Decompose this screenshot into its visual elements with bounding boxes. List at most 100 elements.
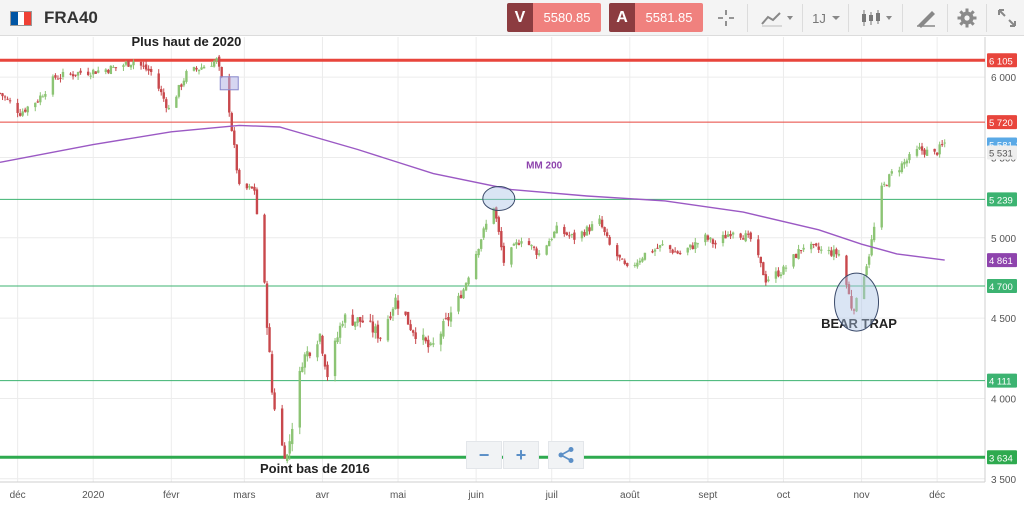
candle-body [36, 101, 39, 103]
price-tag-label: 3 634 [989, 453, 1013, 464]
candle-body [182, 80, 186, 86]
fullscreen-button[interactable] [992, 3, 1022, 33]
candle-body [739, 233, 742, 238]
marker-box [219, 76, 239, 91]
candle-body [23, 109, 27, 112]
candle-body [749, 232, 752, 240]
candle-body [422, 334, 425, 341]
candle-body [449, 312, 453, 322]
timeframe-button[interactable]: 1J [810, 3, 844, 33]
candle-body [439, 333, 443, 345]
candle-body [51, 76, 55, 95]
candle-body [515, 242, 518, 245]
candle-body [935, 152, 939, 155]
candle-body [326, 364, 329, 378]
candle-body [411, 330, 415, 333]
candle-body [192, 67, 196, 71]
candle-body [694, 242, 697, 250]
candle-body [774, 271, 778, 279]
candle-body [502, 245, 506, 263]
candle-body [517, 243, 521, 245]
candle-body [459, 294, 463, 299]
candle-body [923, 149, 926, 155]
candle-body [497, 217, 500, 232]
candle-body [512, 243, 516, 246]
candle-body [689, 244, 692, 248]
price-tag: 5 239 [987, 192, 1017, 207]
candle-body [374, 326, 377, 333]
draw-tools-button[interactable] [908, 3, 944, 33]
settings-button[interactable] [952, 3, 982, 33]
candle-body [263, 214, 266, 283]
candle-body [809, 243, 813, 250]
candle-body [467, 277, 470, 285]
candlestick-button[interactable] [855, 3, 899, 33]
chart-annotation: MM 200 [526, 161, 563, 172]
share-button[interactable] [548, 441, 584, 469]
candle-body [885, 185, 888, 187]
candle-body [623, 260, 626, 264]
x-tick-label: sept [698, 490, 717, 501]
candle-body [285, 454, 289, 462]
candle-body [830, 250, 833, 256]
price-tag-label: 5 720 [989, 118, 1013, 129]
candle-body [162, 92, 165, 99]
candle-body [197, 69, 201, 72]
candle-body [651, 251, 654, 253]
fullscreen-icon [998, 9, 1016, 27]
candle-body [291, 428, 294, 445]
candle-body [671, 249, 674, 253]
sell-button[interactable]: V 5580.85 [507, 3, 601, 32]
price-tag-box [987, 145, 1017, 160]
candle-body [603, 227, 606, 232]
candle-body [26, 106, 29, 113]
candle-body [74, 74, 77, 76]
candle-body [943, 142, 946, 144]
chart-type-button[interactable] [756, 3, 798, 33]
x-tick-label: nov [853, 490, 869, 501]
candle-body [16, 102, 19, 113]
toolbar-separator [802, 4, 803, 32]
candle-body [767, 279, 770, 282]
candle-body [636, 262, 639, 267]
crosshair-button[interactable] [708, 3, 744, 33]
candle-body [656, 247, 659, 249]
candle-body [757, 239, 760, 256]
candle-body [389, 316, 392, 319]
candle-body [872, 226, 876, 241]
candle-body [500, 231, 503, 248]
flag-stripe-white [17, 12, 25, 25]
candle-body [626, 263, 629, 266]
buy-button[interactable]: A 5581.85 [609, 3, 703, 32]
chart-type-icon [761, 12, 793, 27]
candle-body [852, 309, 856, 311]
candlestick-icon [862, 10, 892, 26]
candle-body [532, 246, 536, 248]
zoom-out-button[interactable]: − [466, 441, 502, 469]
x-tick-label: août [620, 490, 640, 501]
zoom-in-button[interactable]: + [503, 441, 539, 469]
candle-body [404, 311, 407, 315]
candle-body [142, 65, 145, 67]
price-tag: 6 105 [987, 53, 1017, 68]
x-tick-label: juil [545, 490, 558, 501]
candle-body [746, 233, 750, 235]
candle-body [356, 317, 359, 323]
candle-body [34, 102, 37, 108]
candle-body [139, 61, 143, 66]
candle-body [862, 276, 866, 299]
toolbar-separator [986, 4, 987, 32]
candle-body [265, 283, 269, 328]
candle-body [255, 189, 259, 215]
candle-body [621, 258, 624, 260]
price-tag-box [987, 115, 1017, 130]
candle-body [303, 354, 307, 368]
y-tick-label: 4 500 [991, 314, 1016, 325]
candle-body [8, 100, 12, 102]
candle-body [230, 113, 233, 131]
candle-body [764, 274, 768, 283]
candle-body [215, 58, 218, 62]
candle-body [553, 231, 556, 238]
candle-body [354, 321, 357, 327]
